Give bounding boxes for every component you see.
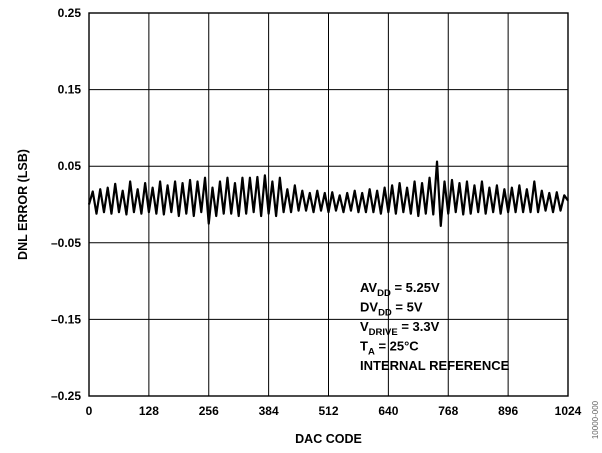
y-tick-label: –0.15 [51, 312, 81, 326]
y-tick-label: 0.15 [58, 83, 82, 97]
grid [88, 12, 569, 397]
x-tick-label: 768 [438, 404, 458, 418]
annotation-line: INTERNAL REFERENCE [360, 358, 510, 373]
annotation-line: DVDD = 5V [360, 300, 423, 319]
x-tick-label: 640 [378, 404, 398, 418]
x-tick-label: 1024 [555, 404, 582, 418]
y-tick-labels: 0.25 0.15 0.05 –0.05 –0.15 –0.25 [51, 6, 81, 403]
annotation-line: VDRIVE = 3.3V [360, 319, 440, 338]
annotation-line: TA = 25°C [360, 339, 419, 358]
series-line [87, 160, 569, 228]
x-tick-labels: 0 128 256 384 512 640 768 896 1024 [86, 404, 582, 418]
y-tick-label: –0.25 [51, 389, 81, 403]
y-tick-label: 0.05 [58, 159, 82, 173]
annotation-line: AVDD = 5.25V [360, 280, 440, 299]
x-tick-label: 384 [259, 404, 279, 418]
y-tick-label: –0.05 [51, 236, 81, 250]
y-axis-label: DNL ERROR (LSB) [16, 149, 30, 260]
x-tick-label: 512 [318, 404, 338, 418]
x-tick-label: 0 [86, 404, 93, 418]
x-tick-label: 256 [199, 404, 219, 418]
x-tick-label: 128 [139, 404, 159, 418]
y-tick-label: 0.25 [58, 6, 82, 20]
x-tick-label: 896 [498, 404, 518, 418]
figure-id: 10000-000 [591, 400, 600, 439]
x-axis-label: DAC CODE [295, 432, 362, 446]
